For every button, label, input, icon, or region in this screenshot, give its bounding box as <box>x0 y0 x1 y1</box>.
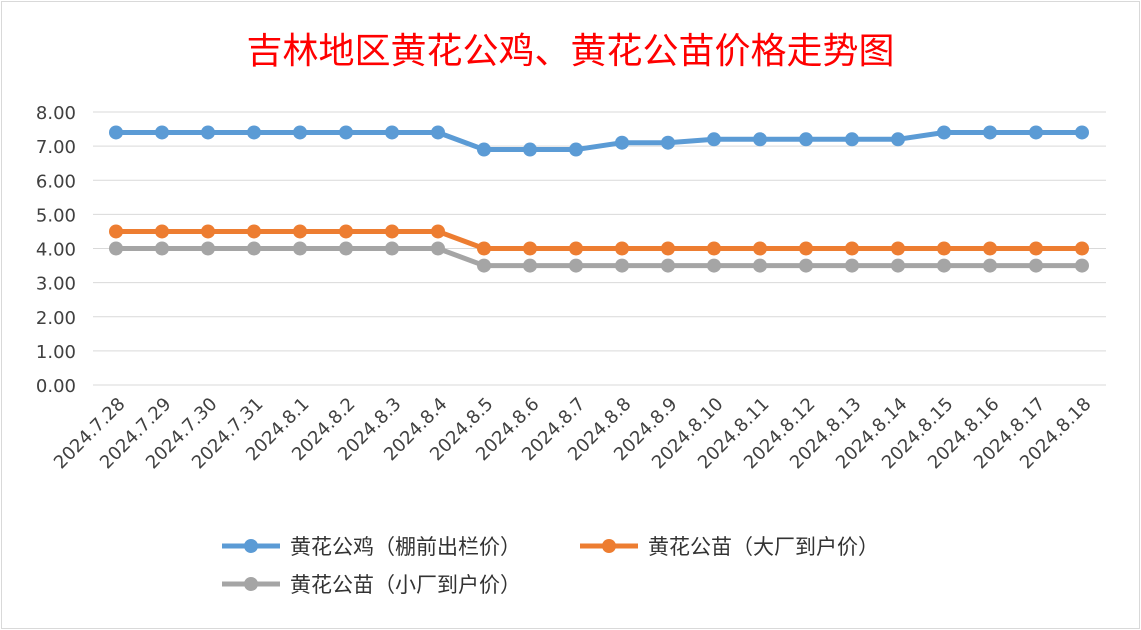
data-point <box>1075 258 1089 273</box>
y-axis-ticks: 0.00 1.00 2.00 3.00 4.00 5.00 6.00 7.00 8.00 <box>36 103 76 397</box>
data-point <box>799 132 813 147</box>
data-point <box>1029 258 1043 273</box>
data-point <box>523 142 537 157</box>
data-point <box>569 142 583 157</box>
y-tick-label: 6.00 <box>36 171 76 192</box>
data-point <box>845 241 859 256</box>
data-point <box>1029 241 1043 256</box>
series-line <box>116 129 1082 153</box>
data-point <box>983 125 997 140</box>
data-point <box>339 224 353 239</box>
data-point <box>983 258 997 273</box>
data-point <box>983 241 997 256</box>
data-point <box>477 142 491 157</box>
data-point <box>201 125 215 140</box>
data-point <box>155 125 169 140</box>
data-point <box>385 125 399 140</box>
data-point <box>431 125 445 140</box>
data-point <box>339 125 353 140</box>
data-point <box>891 258 905 273</box>
data-point <box>707 241 721 256</box>
legend-swatch-marker <box>244 577 258 591</box>
data-point <box>569 258 583 273</box>
data-point <box>661 135 675 150</box>
data-point <box>891 241 905 256</box>
data-point <box>109 241 123 256</box>
data-point <box>661 241 675 256</box>
data-point <box>569 241 583 256</box>
data-point <box>845 258 859 273</box>
x-axis-ticks: 2024.7.282024.7.292024.7.302024.7.312024… <box>50 394 1096 474</box>
y-tick-label: 8.00 <box>36 103 76 124</box>
data-point <box>431 241 445 256</box>
data-point <box>523 241 537 256</box>
data-point <box>707 258 721 273</box>
legend: 黄花公鸡（棚前出栏价） 黄花公苗（大厂到户价） 黄花公苗（小厂到户价） <box>222 535 879 597</box>
data-point <box>109 125 123 140</box>
y-tick-label: 0.00 <box>36 376 76 397</box>
data-point <box>707 132 721 147</box>
y-tick-label: 7.00 <box>36 137 76 158</box>
data-point <box>891 132 905 147</box>
data-point <box>339 241 353 256</box>
data-point <box>753 132 767 147</box>
data-point <box>799 241 813 256</box>
data-point <box>293 125 307 140</box>
data-point <box>799 258 813 273</box>
legend-item: 黄花公苗（大厂到户价） <box>580 535 879 559</box>
data-point <box>615 258 629 273</box>
y-tick-label: 2.00 <box>36 308 76 329</box>
data-point <box>845 132 859 147</box>
legend-swatch-marker <box>244 539 258 553</box>
data-point <box>477 241 491 256</box>
data-point <box>753 258 767 273</box>
data-point <box>753 241 767 256</box>
data-point <box>155 224 169 239</box>
data-point <box>247 224 261 239</box>
chart-title: 吉林地区黄花公鸡、黄花公苗价格走势图 <box>246 31 895 72</box>
data-point <box>615 135 629 150</box>
data-point <box>937 241 951 256</box>
legend-label: 黄花公苗（小厂到户价） <box>290 573 521 597</box>
data-point <box>385 224 399 239</box>
data-point <box>477 258 491 273</box>
y-tick-label: 3.00 <box>36 274 76 295</box>
gridlines <box>93 111 1106 386</box>
data-point <box>247 125 261 140</box>
data-point <box>293 241 307 256</box>
data-point <box>661 258 675 273</box>
data-point <box>937 125 951 140</box>
y-tick-label: 1.00 <box>36 342 76 363</box>
legend-item: 黄花公苗（小厂到户价） <box>222 573 521 597</box>
series-group <box>109 125 1089 273</box>
data-point <box>1029 125 1043 140</box>
data-point <box>201 241 215 256</box>
series-line <box>116 228 1082 251</box>
data-point <box>937 258 951 273</box>
data-point <box>1075 125 1089 140</box>
y-tick-label: 5.00 <box>36 205 76 226</box>
legend-item: 黄花公鸡（棚前出栏价） <box>222 535 521 559</box>
data-point <box>155 241 169 256</box>
data-point <box>615 241 629 256</box>
data-point <box>109 224 123 239</box>
data-point <box>431 224 445 239</box>
data-point <box>247 241 261 256</box>
legend-swatch-marker <box>602 539 616 553</box>
data-point <box>201 224 215 239</box>
legend-label: 黄花公鸡（棚前出栏价） <box>290 535 521 559</box>
legend-label: 黄花公苗（大厂到户价） <box>648 535 879 559</box>
series-line <box>116 246 1082 269</box>
data-point <box>523 258 537 273</box>
data-point <box>1075 241 1089 256</box>
y-tick-label: 4.00 <box>36 240 76 261</box>
data-point <box>293 224 307 239</box>
data-point <box>385 241 399 256</box>
